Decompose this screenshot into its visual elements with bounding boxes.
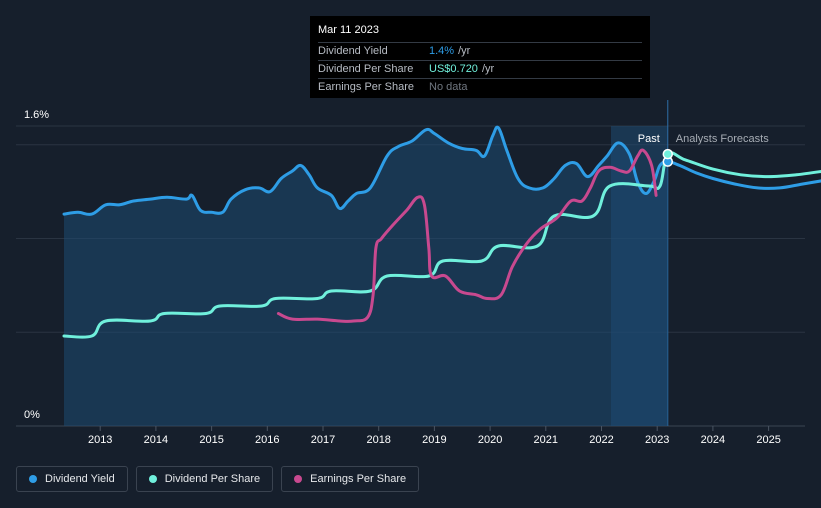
tooltip-unit: /yr — [458, 45, 471, 57]
series-layer — [62, 125, 821, 427]
x-tick-label: 2018 — [366, 434, 390, 446]
legend-label: Dividend Per Share — [164, 473, 261, 485]
tooltip-value: US$0.720 — [429, 63, 478, 75]
dividend-yield-area — [64, 127, 668, 427]
marker-layer — [662, 148, 674, 167]
x-tick-label: 2024 — [701, 434, 725, 446]
legend-label: Earnings Per Share — [310, 473, 407, 485]
dividend-per-share-marker — [662, 148, 674, 160]
tooltip-value: 1.4% — [429, 45, 455, 57]
chart-tooltip: Mar 11 2023 Dividend Yield 1.4% /yr Divi… — [310, 16, 650, 98]
x-tick-label: 2025 — [756, 434, 780, 446]
tooltip-unit: /yr — [481, 63, 495, 75]
legend-label: Dividend Yield — [45, 473, 115, 485]
tooltip-label: Earnings Per Share — [318, 81, 414, 93]
legend-item-dividend-per-share[interactable]: Dividend Per Share — [135, 466, 274, 492]
tooltip-row-earnings-per-share: Earnings Per Share No data — [318, 78, 642, 96]
chart-legend: Dividend Yield Dividend Per Share Earnin… — [16, 466, 420, 492]
x-tick-label: 2022 — [589, 434, 613, 446]
x-tick-label: 2015 — [199, 434, 223, 446]
tooltip-date: Mar 11 2023 — [318, 24, 379, 36]
earnings-per-share-line — [276, 148, 658, 323]
tooltip-label: Dividend Per Share — [318, 63, 414, 75]
forecast-label: Analysts Forecasts — [676, 133, 769, 145]
legend-item-earnings-per-share[interactable]: Earnings Per Share — [281, 466, 420, 492]
x-axis: 2013 2014 2015 2016 2017 2018 2019 2020 2021 2022… — [88, 426, 781, 446]
x-tick-label: 2016 — [255, 434, 279, 446]
earnings-per-share-dot-icon — [294, 475, 303, 483]
x-tick-label: 2019 — [422, 434, 446, 446]
x-tick-label: 2014 — [144, 434, 168, 446]
x-tick-label: 2017 — [311, 434, 335, 446]
y-tick-top: 1.6% — [24, 109, 49, 121]
tooltip-row-dividend-yield: Dividend Yield 1.4% /yr — [318, 42, 642, 60]
x-tick-label: 2013 — [88, 434, 112, 446]
tooltip-value: No data — [429, 81, 468, 93]
tooltip-row-dividend-per-share: Dividend Per Share US$0.720 /yr — [318, 60, 642, 78]
legend-item-dividend-yield[interactable]: Dividend Yield — [16, 466, 128, 492]
dividend-per-share-dot-icon — [148, 475, 157, 483]
y-tick-bottom: 0% — [24, 409, 40, 421]
x-tick-label: 2021 — [534, 434, 558, 446]
dividend-per-share-line — [62, 151, 821, 339]
past-label: Past — [638, 133, 660, 145]
x-tick-label: 2023 — [645, 434, 669, 446]
x-tick-label: 2020 — [478, 434, 502, 446]
dividend-yield-dot-icon — [29, 475, 37, 483]
tooltip-label: Dividend Yield — [318, 45, 388, 57]
